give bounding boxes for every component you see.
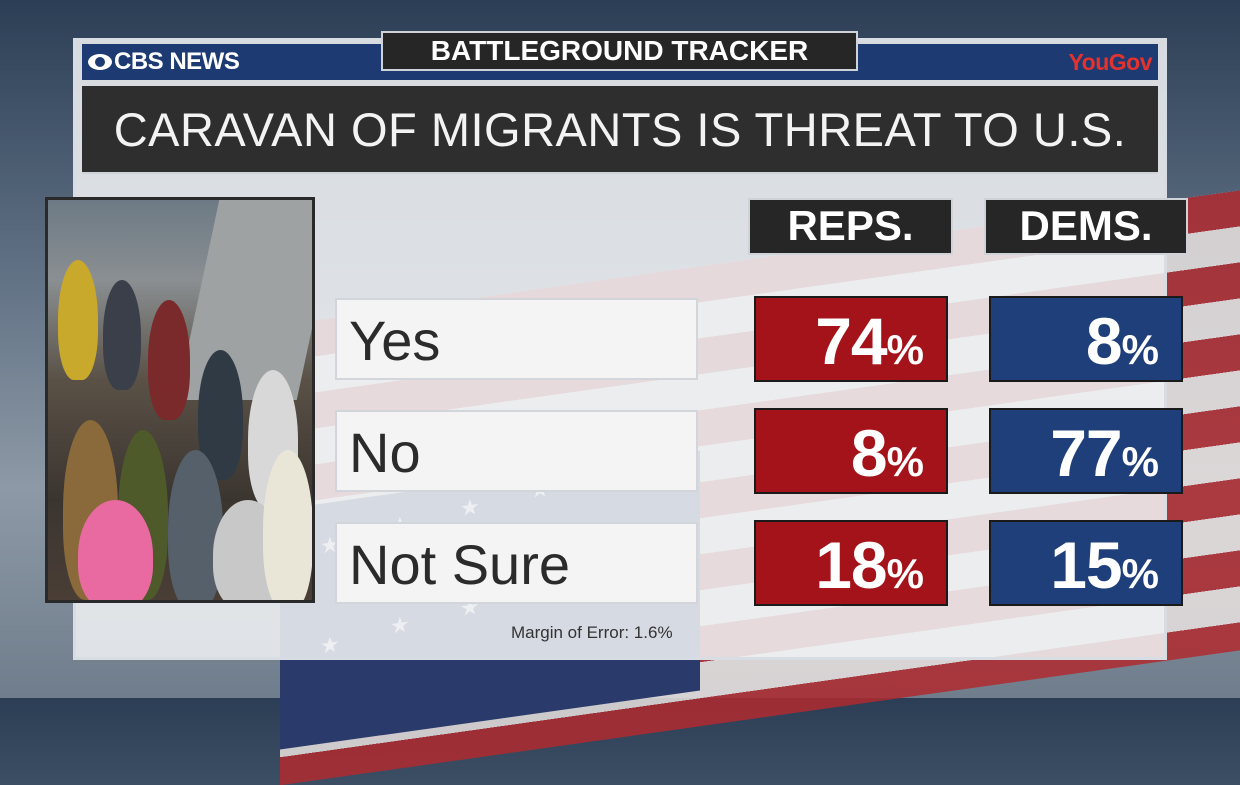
cbs-eye-icon	[88, 54, 112, 70]
margin-of-error: Margin of Error: 1.6%	[511, 623, 673, 642]
value-no-reps: 8%	[754, 408, 948, 494]
value-number: 8	[850, 416, 888, 490]
row-label-not-sure: Not Sure	[335, 522, 698, 604]
percent-sign: %	[1121, 550, 1159, 597]
network-name: CBS NEWS	[114, 48, 240, 75]
column-header-dems: DEMS.	[984, 198, 1188, 255]
value-not-sure-dems: 15%	[989, 520, 1183, 606]
title-bar	[82, 86, 1158, 174]
value-number: 77	[1050, 416, 1122, 490]
value-not-sure-reps: 18%	[754, 520, 948, 606]
value-yes-dems: 8%	[989, 296, 1183, 382]
column-header-reps: REPS.	[748, 198, 953, 255]
yougov-logo: YouGov	[1068, 49, 1153, 75]
segment-label: BATTLEGROUND TRACKER	[381, 31, 858, 71]
row-label-no: No	[335, 410, 698, 492]
crowd-of-migrants-photo	[45, 197, 315, 603]
percent-sign: %	[1121, 438, 1159, 485]
chart-title: CARAVAN OF MIGRANTS IS THREAT TO U.S.	[113, 103, 1127, 156]
value-no-dems: 77%	[989, 408, 1183, 494]
percent-sign: %	[886, 550, 924, 597]
value-number: 8	[1085, 304, 1123, 378]
photo-road	[176, 200, 312, 400]
value-number: 74	[815, 304, 887, 378]
row-label-yes: Yes	[335, 298, 698, 380]
percent-sign: %	[886, 438, 924, 485]
percent-sign: %	[1121, 326, 1159, 373]
value-number: 15	[1050, 528, 1122, 602]
cbs-news-logo: CBS NEWS	[88, 46, 240, 78]
percent-sign: %	[886, 326, 924, 373]
value-yes-reps: 74%	[754, 296, 948, 382]
value-number: 18	[815, 528, 887, 602]
